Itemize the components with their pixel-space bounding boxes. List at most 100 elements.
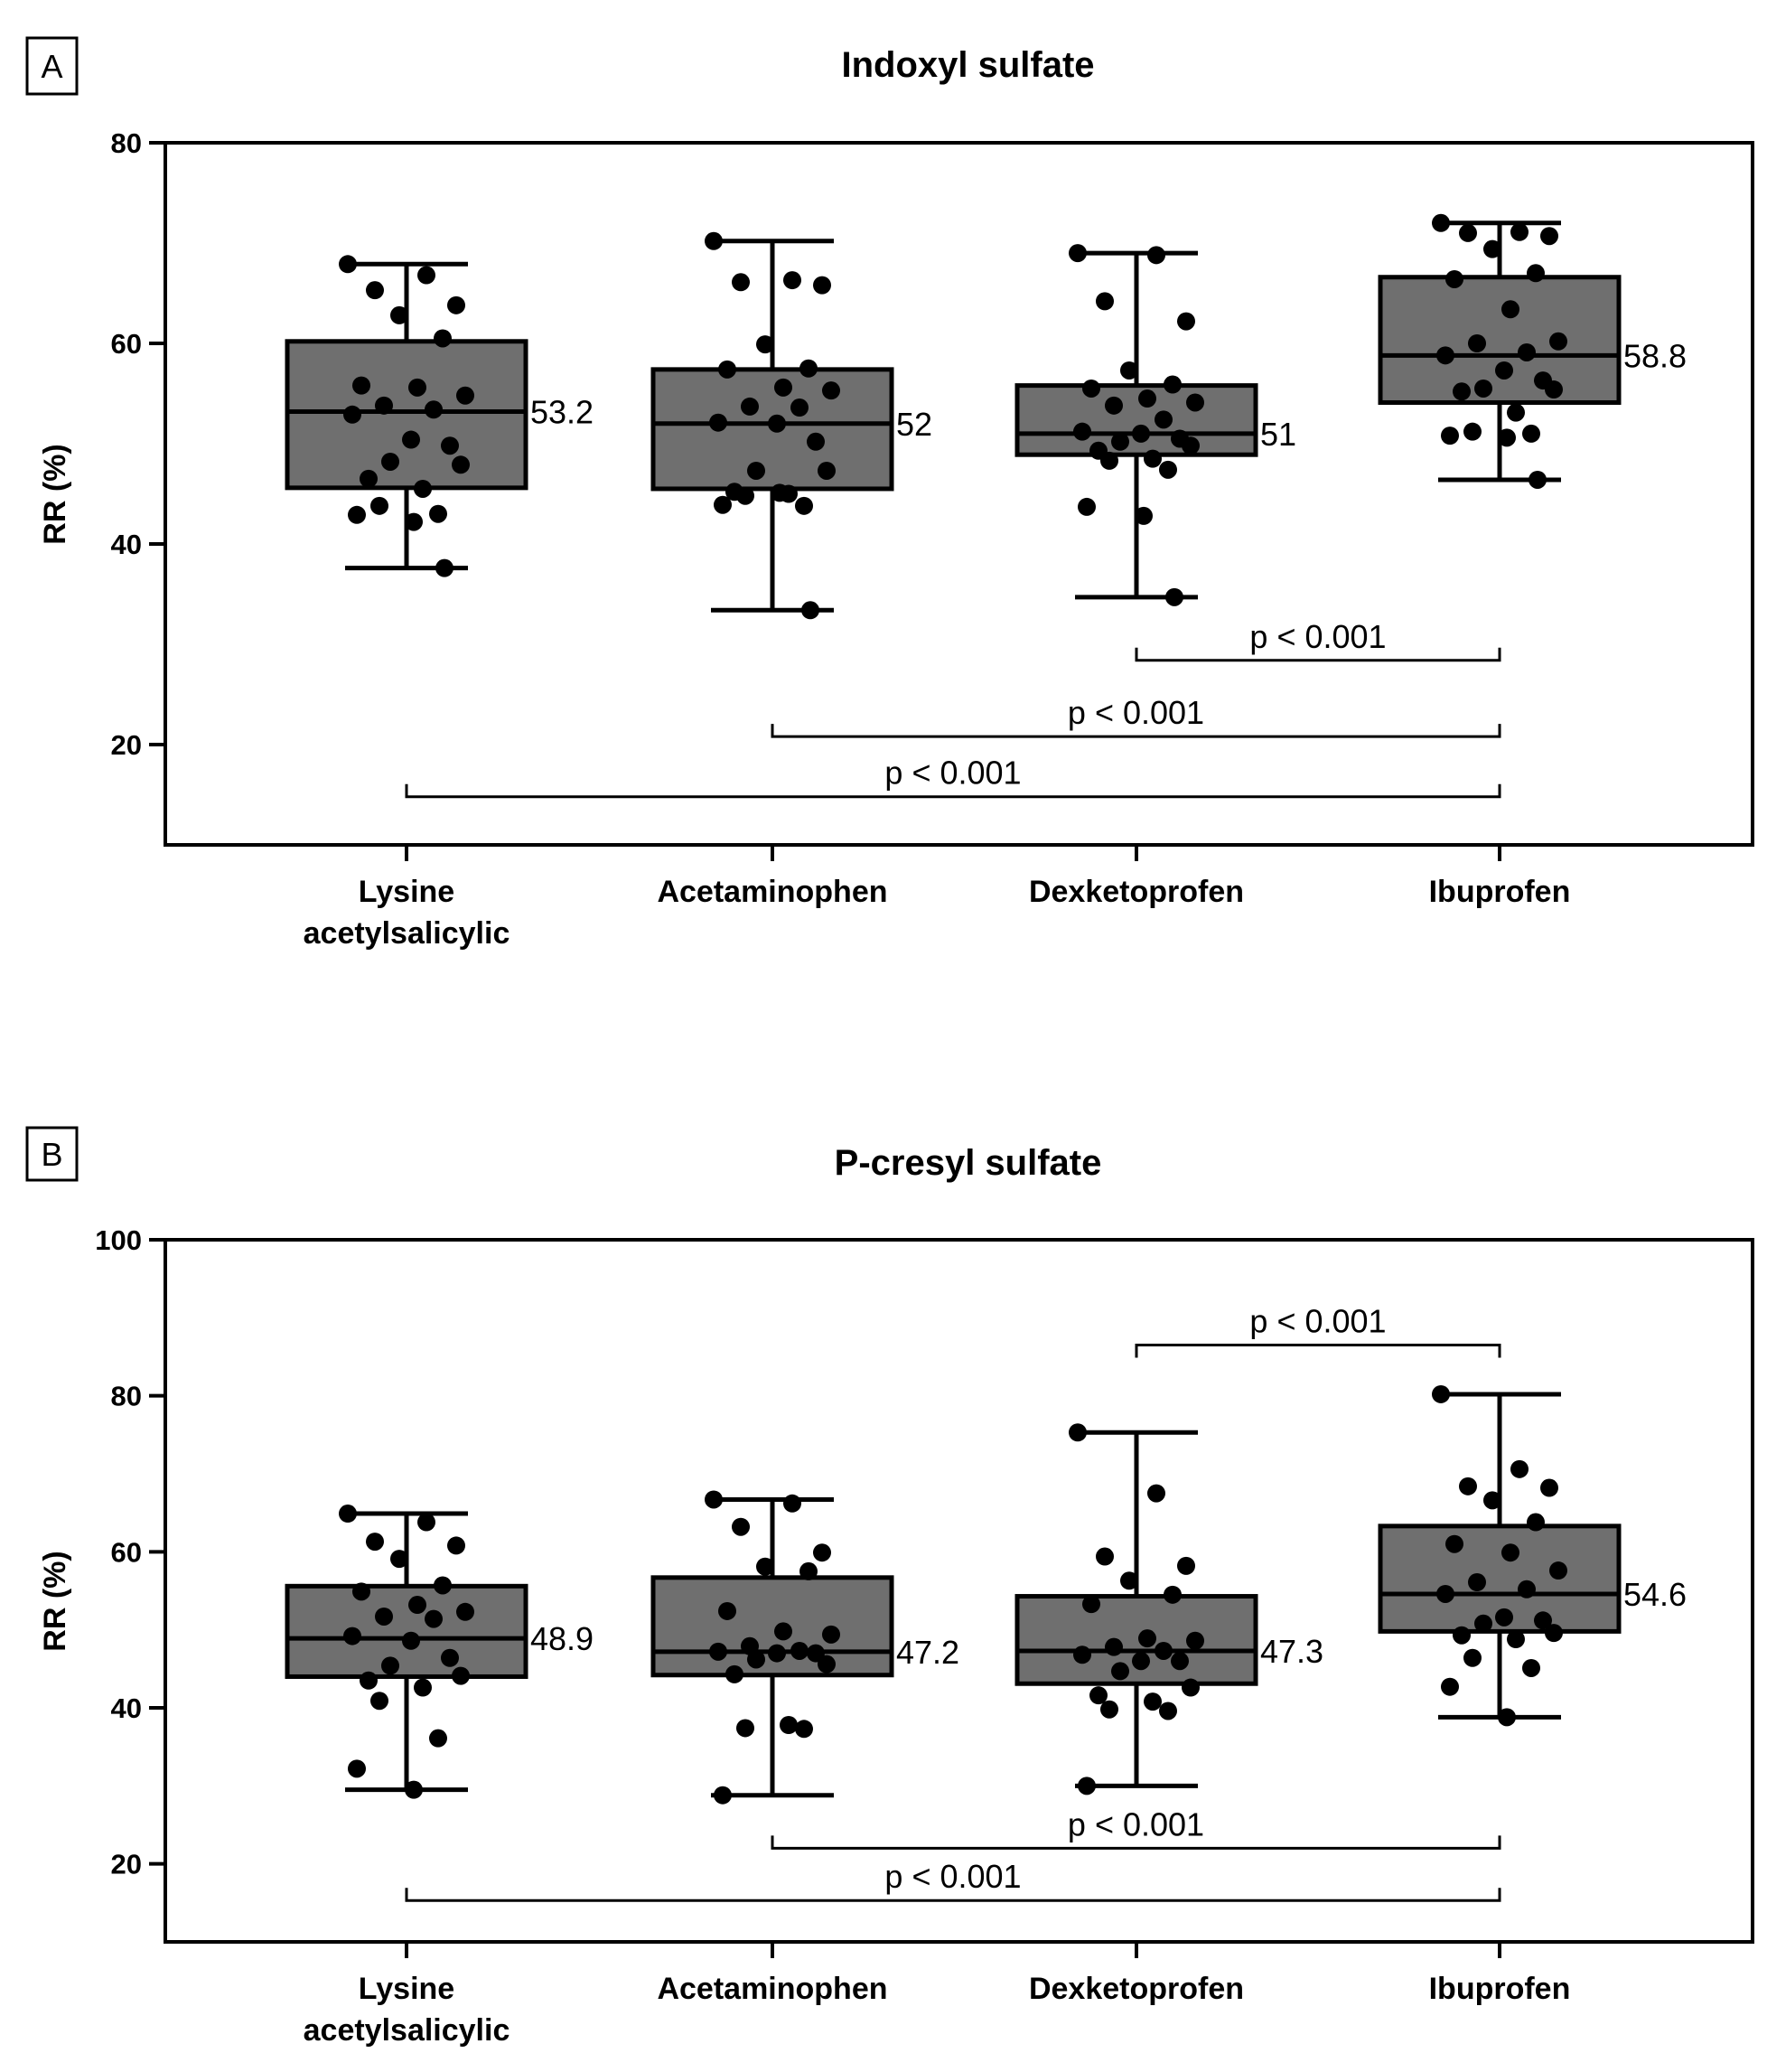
data-point [1527,264,1545,283]
data-point [1132,1652,1150,1671]
data-point [822,1625,840,1644]
data-point [709,1642,727,1661]
p-value-label: p < 0.001 [1068,694,1204,731]
box-group: 47.2 [650,1490,959,1805]
data-point [790,1641,809,1660]
data-point [434,1576,452,1595]
x-tick-label-line2: acetylsalicylic [304,2013,510,2048]
p-value-label: p < 0.001 [1249,618,1386,655]
x-tick-label: Lysine [359,875,454,909]
data-point [801,601,819,620]
y-axis-label: RR (%) [38,444,72,544]
data-point [718,1601,736,1620]
data-point [1453,382,1471,401]
data-point [741,397,759,416]
significance-bracket: p < 0.001 [1135,1303,1501,1358]
data-point [1468,1573,1486,1592]
data-point [705,231,723,250]
data-point [360,469,378,488]
x-tick-label: Dexketoprofen [1029,1972,1244,2006]
data-point [1159,460,1177,479]
data-point [425,400,443,419]
bracket-line [405,1888,1501,1902]
data-point [714,1786,732,1805]
data-point [405,512,423,531]
box-group: 54.6 [1378,1384,1687,1727]
data-point [456,386,474,405]
data-point [732,273,750,292]
data-point [1177,312,1195,331]
data-point [435,558,453,577]
data-point [1082,379,1100,398]
y-tick-label: 20 [111,1849,142,1880]
data-point [718,360,736,379]
x-tick-label: Ibuprofen [1429,875,1571,909]
y-tick-label: 60 [111,1536,142,1568]
y-tick-label: 80 [111,127,142,159]
box-group: 48.9 [285,1505,594,1799]
y-tick-label: 60 [111,328,142,360]
data-point [1540,1478,1558,1497]
data-point [1522,424,1540,443]
data-point [1459,1477,1477,1495]
data-point [1522,1658,1540,1677]
data-point [429,504,447,523]
data-point [381,1656,399,1675]
x-tick-label: Lysine [359,1972,454,2006]
data-point [1498,428,1516,447]
box [1378,275,1622,405]
data-point [1111,1662,1129,1681]
data-point [818,461,836,480]
data-point [441,436,459,455]
data-point [1529,470,1547,489]
data-point [352,1582,370,1601]
box-group: 47.3 [1014,1423,1323,1795]
box [285,1583,528,1679]
data-point [756,335,774,354]
data-point [1073,1645,1091,1664]
data-point [1089,1686,1108,1705]
x-tick-label: Acetaminophen [657,875,887,909]
chart-title: P-cresyl sulfate [835,1143,1102,1183]
y-tick-label: 100 [95,1224,142,1256]
median-label: 48.9 [530,1620,594,1657]
median-label: 51 [1260,416,1296,453]
data-point [1441,1677,1459,1696]
data-point [1069,244,1087,263]
data-point [783,1494,801,1513]
data-point [1463,1648,1482,1667]
data-point [1120,361,1138,380]
plot-frame [164,141,1754,847]
y-tick-label: 40 [111,1692,142,1724]
panel-letter-box [25,36,79,96]
data-point [714,495,732,514]
data-point [452,1666,470,1685]
data-point [1436,1584,1454,1603]
median-label: 47.2 [896,1634,959,1671]
data-point [370,1692,388,1711]
y-tick-label: 40 [111,529,142,560]
data-point [725,1664,743,1683]
data-point [1182,436,1200,455]
data-point [1100,451,1118,470]
data-point [1177,1556,1195,1575]
median-label: 58.8 [1623,337,1687,374]
data-point [447,1536,465,1555]
data-point [709,413,727,432]
data-point [390,1550,408,1569]
data-point [1432,1384,1450,1403]
data-point [1155,410,1173,429]
y-tick-label: 80 [111,1381,142,1412]
p-value-label: p < 0.001 [884,755,1021,792]
data-point [705,1490,723,1509]
data-point [375,396,393,415]
data-point [732,1517,750,1536]
bracket-line [771,1835,1501,1850]
box [1014,1594,1258,1686]
data-point [1445,1534,1463,1553]
data-point [1495,1608,1513,1627]
data-point [441,1648,459,1667]
p-value-label: p < 0.001 [1068,1805,1204,1842]
data-point [1069,1423,1087,1442]
data-point [1147,246,1165,265]
